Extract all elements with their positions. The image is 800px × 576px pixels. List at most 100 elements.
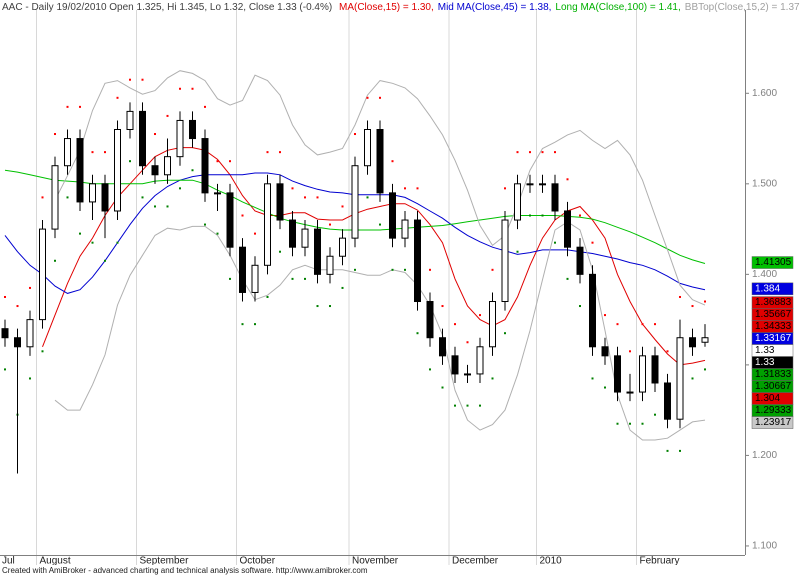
price-label-box [751, 282, 794, 296]
candle-body [514, 183, 521, 221]
candle-body [689, 337, 696, 348]
legend-entry: Mid MA(Close,45) = 1.38, [438, 2, 552, 13]
resistance-dot [54, 133, 56, 136]
resistance-dot [341, 205, 344, 208]
candle-body [51, 165, 59, 230]
candle-body [351, 165, 359, 239]
price-label: 1.304 [755, 393, 780, 404]
candle-body [226, 192, 234, 248]
candle-body [651, 355, 659, 384]
support-dot [704, 368, 706, 371]
resistance-dot [504, 187, 506, 190]
legend-entry: BBTop(Close,15,2) = 1.37, [685, 2, 800, 13]
legend-entry: Long MA(Close,100) = 1.41, [555, 2, 680, 13]
support-dot [166, 205, 169, 208]
footer: Created with AmiBroker - advanced charti… [2, 566, 368, 575]
resistance-dot [529, 151, 531, 154]
candle-body [176, 119, 184, 158]
candle-body [114, 129, 121, 212]
resistance-dot [316, 196, 319, 199]
support-dot [691, 377, 694, 380]
candle-body [139, 110, 146, 167]
support-dot [504, 332, 506, 335]
resistance-dot [491, 268, 494, 271]
support-dot [104, 259, 106, 262]
resistance-dot [441, 305, 444, 308]
support-dot [216, 232, 219, 235]
candle-body [489, 301, 496, 348]
candle-body [201, 138, 209, 194]
support-dot [66, 196, 69, 199]
resistance-dot [479, 314, 481, 317]
support-dot [229, 277, 231, 280]
support-dot [404, 268, 406, 271]
candle-body [64, 138, 71, 167]
candle-body [614, 355, 621, 393]
candle-body [326, 255, 334, 275]
support-dot [91, 241, 94, 244]
candle-body [476, 346, 484, 375]
support-dot [466, 404, 469, 407]
candle-body [701, 337, 709, 343]
resistance-dot [629, 350, 631, 353]
price-label: 1.41305 [755, 257, 792, 268]
resistance-dot [566, 178, 569, 181]
y-tick-label: 1.100 [752, 541, 777, 552]
price-label: 1.35667 [755, 309, 792, 320]
candle-body [239, 246, 246, 293]
candle-body [364, 129, 371, 167]
resistance-dot [204, 105, 206, 108]
support-dot [179, 187, 181, 190]
price-label: 1.34333 [755, 321, 792, 332]
support-dot [41, 350, 44, 353]
price-label: 1.33167 [755, 333, 792, 344]
x-tick-label: September [140, 556, 190, 567]
support-dot [454, 404, 456, 407]
resistance-dot [241, 214, 244, 217]
resistance-dot [379, 96, 381, 99]
resistance-dot [579, 214, 581, 217]
resistance-dot [191, 87, 194, 90]
resistance-dot [41, 196, 44, 199]
candle-body [664, 382, 671, 420]
support-dot [54, 259, 56, 262]
support-dot [304, 277, 306, 280]
resistance-dot [616, 323, 619, 326]
resistance-dot [591, 241, 594, 244]
support-dot [254, 323, 256, 326]
price-label: 1.23917 [755, 417, 792, 428]
support-dot [291, 277, 294, 280]
support-dot [529, 214, 531, 217]
resistance-dot [179, 87, 181, 90]
support-dot [316, 305, 319, 308]
candle-body [551, 183, 559, 212]
overlay-line [42, 147, 706, 366]
support-dot [491, 377, 494, 380]
support-dot [441, 386, 444, 389]
resistance-dot [654, 323, 656, 326]
candle-body [339, 237, 346, 257]
price-label-box [751, 416, 794, 429]
support-dot [479, 404, 481, 407]
resistance-dot [141, 78, 144, 81]
price-label: 1.31833 [755, 369, 792, 380]
resistance-dot [266, 151, 269, 154]
resistance-dot [454, 323, 456, 326]
support-dot [566, 277, 569, 280]
candle-body [276, 183, 284, 221]
resistance-dot [404, 187, 406, 190]
support-dot [679, 449, 681, 452]
support-dot [429, 368, 431, 371]
support-dot [191, 169, 194, 172]
candle-body [451, 355, 459, 375]
resistance-dot [554, 151, 556, 154]
x-tick-label: August [40, 556, 71, 567]
candle-body [576, 246, 584, 275]
resistance-dot [66, 105, 69, 108]
price-label: 1.33 [755, 357, 775, 368]
support-dot [629, 422, 631, 425]
resistance-dot [91, 151, 94, 154]
resistance-dot [104, 151, 106, 154]
support-dot [279, 250, 281, 253]
candle-body [251, 264, 259, 293]
